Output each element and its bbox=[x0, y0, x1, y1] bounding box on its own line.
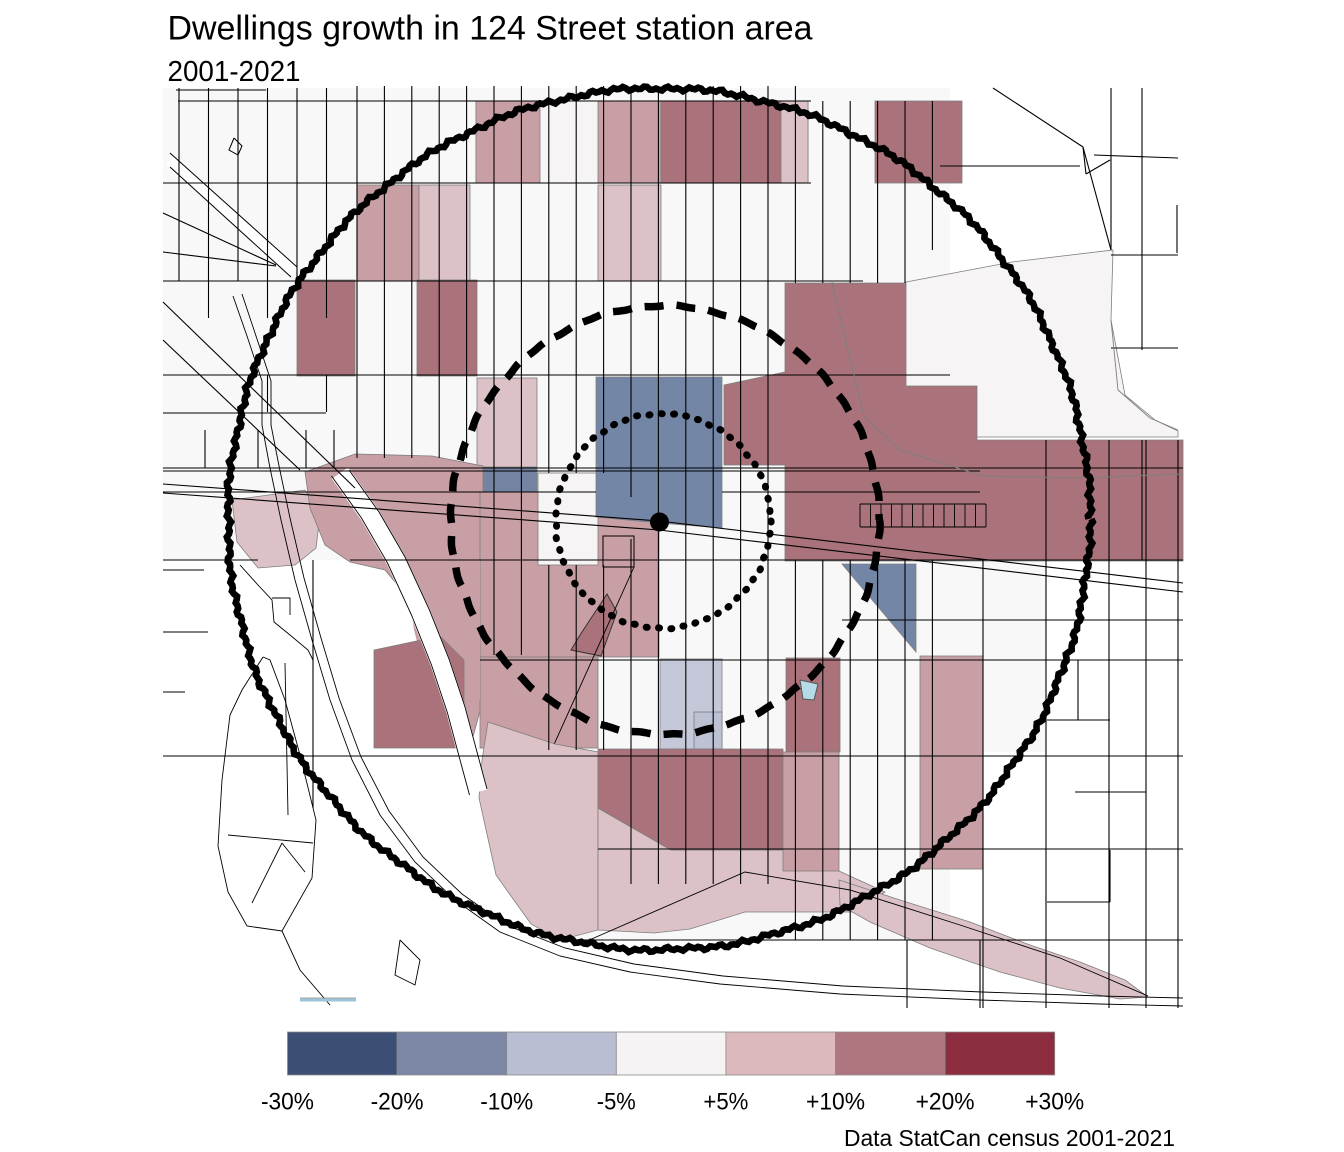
svg-text:-30%: -30% bbox=[261, 1089, 314, 1116]
svg-text:+30%: +30% bbox=[1025, 1089, 1084, 1116]
svg-text:-10%: -10% bbox=[480, 1089, 533, 1116]
svg-text:2001-2021: 2001-2021 bbox=[168, 56, 301, 88]
svg-text:Dwellings growth in 124 Street: Dwellings growth in 124 Street station a… bbox=[168, 9, 813, 47]
svg-text:-5%: -5% bbox=[597, 1089, 636, 1116]
svg-text:Data StatCan census 2001-2021: Data StatCan census 2001-2021 bbox=[844, 1125, 1175, 1151]
svg-text:-20%: -20% bbox=[371, 1089, 424, 1116]
svg-text:+5%: +5% bbox=[703, 1089, 748, 1116]
svg-text:+10%: +10% bbox=[806, 1089, 865, 1116]
svg-text:+20%: +20% bbox=[916, 1089, 975, 1116]
